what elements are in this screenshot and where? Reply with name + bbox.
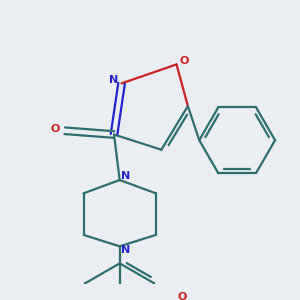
- Text: N: N: [121, 245, 130, 255]
- Text: N: N: [121, 171, 130, 181]
- Text: O: O: [51, 124, 60, 134]
- Text: O: O: [179, 56, 189, 66]
- Text: N: N: [110, 75, 118, 85]
- Text: O: O: [178, 292, 187, 300]
